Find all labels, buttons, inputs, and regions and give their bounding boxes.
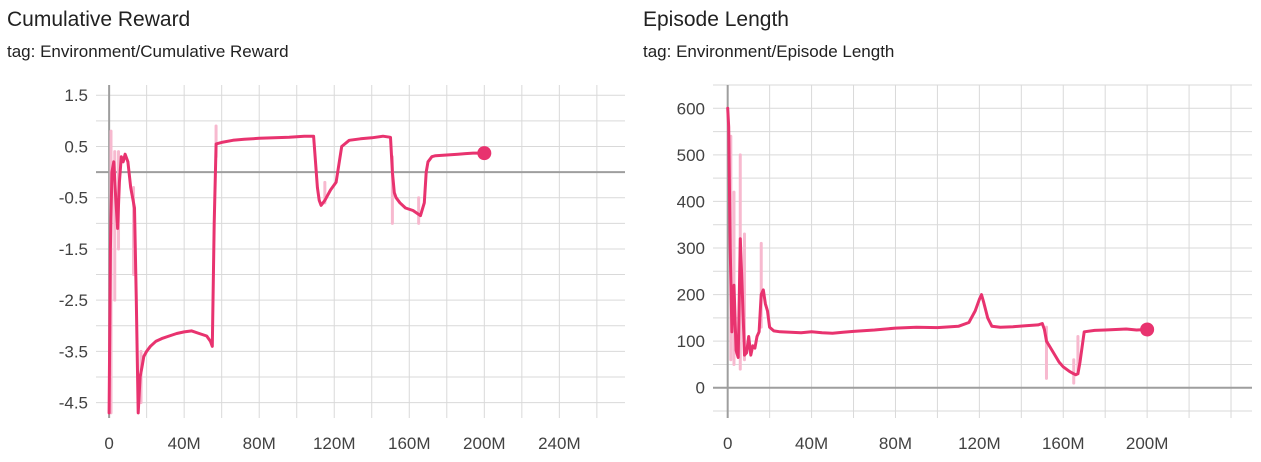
y-tick-label: 400: [677, 192, 705, 211]
y-tick-label: 200: [677, 286, 705, 305]
x-tick-label: 120M: [958, 434, 1001, 453]
y-tick-label: -4.5: [59, 394, 88, 413]
series-line: [107, 134, 486, 415]
y-tick-label: 600: [677, 99, 705, 118]
y-tick-label: -0.5: [59, 189, 88, 208]
y-tick-label: -2.5: [59, 291, 88, 310]
x-tick-label: 160M: [388, 434, 431, 453]
y-tick-label: 0: [696, 379, 705, 398]
x-tick-label: 40M: [168, 434, 201, 453]
x-tick-label: 40M: [795, 434, 828, 453]
series-end-point: [477, 146, 492, 161]
cumulative-reward-card: Cumulative Reward tag: Environment/Cumul…: [0, 0, 630, 462]
x-tick-label: 80M: [243, 434, 276, 453]
series-line: [726, 106, 1149, 377]
cumulative-reward-chart[interactable]: 1.5 0.5 -0.5 -1.5 -2.5 -3.5 -4.5 0 40M 80M 120M 160…: [0, 0, 630, 462]
x-tick-label: 200M: [1126, 434, 1169, 453]
x-tick-label: 240M: [538, 434, 581, 453]
chart-title: Cumulative Reward: [7, 8, 191, 31]
x-tick-label: 200M: [463, 434, 506, 453]
x-tick-label: 160M: [1042, 434, 1085, 453]
y-tick-label: 0.5: [64, 137, 88, 156]
y-tick-label: 100: [677, 332, 705, 351]
episode-length-chart[interactable]: 600 500 400 300 200 100 0 0 40M 80M 120M 160M 200M: [630, 0, 1261, 462]
x-tick-label: 0: [723, 434, 732, 453]
y-tick-label: 500: [677, 146, 705, 165]
episode-length-card: Episode Length tag: Environment/Episode …: [630, 0, 1261, 462]
x-tick-label: 0: [104, 434, 113, 453]
x-tick-label: 120M: [313, 434, 356, 453]
chart-title: Episode Length: [643, 8, 789, 31]
grid: [96, 85, 625, 418]
series-end-point: [1140, 322, 1155, 337]
x-tick-label: 80M: [879, 434, 912, 453]
y-tick-label: 1.5: [64, 86, 88, 105]
y-tick-label: -3.5: [59, 342, 88, 361]
y-tick-label: 300: [677, 239, 705, 258]
chart-tag: tag: Environment/Episode Length: [643, 42, 895, 61]
y-tick-label: -1.5: [59, 240, 88, 259]
chart-tag: tag: Environment/Cumulative Reward: [7, 42, 289, 61]
grid: [713, 84, 1252, 418]
